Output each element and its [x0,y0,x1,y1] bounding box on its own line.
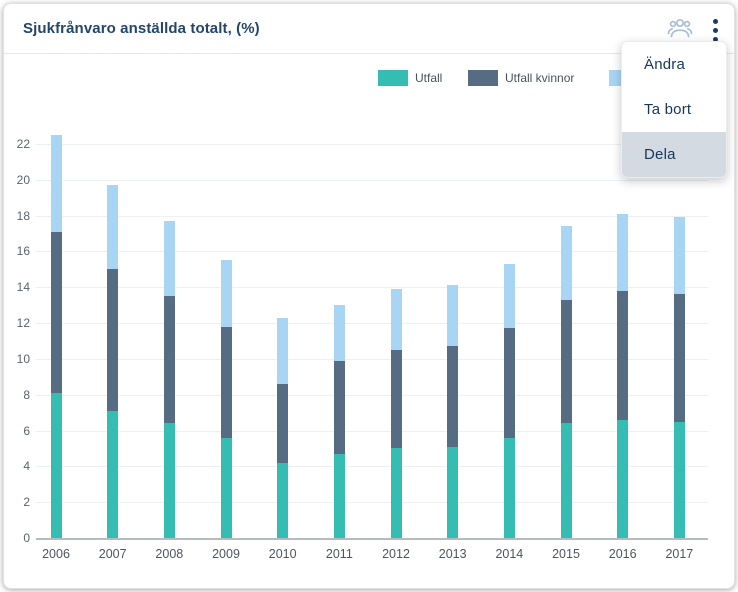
x-axis-label-2016: 2016 [608,547,637,561]
y-axis-label-6: 6 [23,423,30,438]
bar-2006-utfall[interactable] [50,392,62,538]
bar-2012-series3[interactable] [390,289,402,350]
context-menu: Ändra Ta bort Dela [621,41,727,178]
bar-2016-utfall[interactable] [617,419,629,538]
x-axis-label-2008: 2008 [155,547,184,561]
bar-2011-utfall[interactable] [333,453,345,538]
legend-swatch-1 [378,70,408,86]
gridline-12 [36,323,708,325]
bar-2017-series3[interactable] [673,217,685,295]
gridline-6 [36,430,708,432]
bar-2014-utfall-kvinnor[interactable] [503,328,515,438]
bar-2007-utfall-kvinnor[interactable] [107,269,119,411]
bar-2007-utfall[interactable] [107,410,119,538]
y-axis-label-12: 12 [16,316,30,331]
menu-item-dela[interactable]: Dela [622,132,726,177]
bar-2009-utfall[interactable] [220,437,232,538]
x-axis-label-2011: 2011 [325,547,353,561]
y-axis-label-4: 4 [23,459,30,474]
legend-item-utfall-kvinnor[interactable]: Utfall kvinnor [468,70,574,86]
bar-2008-utfall-kvinnor[interactable] [163,296,175,424]
gridline-4 [36,466,708,468]
card-header: Sjukfrånvaro anställda totalt, (%) [4,4,734,54]
bar-2017-utfall[interactable] [673,421,685,538]
gridline-22 [36,144,708,145]
gridline-14 [36,287,708,289]
group-icon[interactable] [666,17,694,41]
legend-item-utfall[interactable]: Utfall [378,70,442,86]
bar-2006-utfall-kvinnor[interactable] [50,231,62,393]
bar-2007-series3[interactable] [107,185,119,270]
bar-2011-utfall-kvinnor[interactable] [333,360,345,454]
chart-legend: Utfall Utfall kvinnor [4,68,734,90]
chart-title: Sjukfrånvaro anställda totalt, (%) [23,20,260,37]
x-axis-label-2007: 2007 [98,547,127,561]
bar-2015-series3[interactable] [560,226,572,300]
bar-2006-series3[interactable] [50,135,62,232]
bar-2012-utfall[interactable] [390,448,402,538]
bar-2010-utfall[interactable] [277,462,289,538]
gridline-16 [36,251,708,253]
chart-plot-area: 0 2 4 6 8 10 12 14 16 18 20 22 2006 2007 2008 2009 2010 2… [4,4,734,588]
bar-2013-utfall-kvinnor[interactable] [447,346,459,447]
bar-2013-series3[interactable] [447,285,459,347]
x-axis-label-2006: 2006 [42,547,70,561]
x-axis-label-2010: 2010 [268,547,297,561]
gridline-18 [36,215,708,217]
gridline-20 [36,179,708,181]
bar-2010-series3[interactable] [277,317,289,384]
y-axis-label-18: 18 [16,208,30,223]
legend-label-1: Utfall [415,71,443,85]
bar-2015-utfall[interactable] [560,423,572,538]
x-axis-label-2015: 2015 [552,547,580,561]
bar-2008-series3[interactable] [163,221,175,297]
bar-2010-utfall-kvinnor[interactable] [277,383,289,463]
x-axis-label-2013: 2013 [438,547,467,561]
bar-2012-utfall-kvinnor[interactable] [390,349,402,449]
y-axis-label-16: 16 [16,244,30,259]
bar-2009-series3[interactable] [220,260,232,327]
y-axis-label-10: 10 [16,351,30,366]
bar-2013-utfall[interactable] [447,446,459,538]
x-axis-label-2017: 2017 [665,547,694,561]
bar-2008-utfall[interactable] [163,423,175,538]
kebab-menu-icon[interactable] [708,16,722,44]
bar-2016-utfall-kvinnor[interactable] [617,290,629,420]
bar-2016-series3[interactable] [617,213,629,291]
bar-2011-series3[interactable] [333,305,345,361]
legend-label-2: Utfall kvinnor [505,71,575,85]
bar-2017-utfall-kvinnor[interactable] [673,294,685,422]
bar-2014-series3[interactable] [503,263,515,329]
x-axis-label-2014: 2014 [495,547,524,561]
y-axis-label-2: 2 [23,495,30,510]
gridline-2 [36,502,708,504]
x-axis-label-2012: 2012 [382,547,410,561]
menu-item-ta-bort[interactable]: Ta bort [644,101,692,118]
y-axis-label-22: 22 [16,137,30,151]
menu-item-ändra[interactable]: Ändra [644,56,686,73]
legend-swatch-2 [468,70,498,86]
gridline-10 [36,358,708,360]
y-axis-label-0: 0 [23,531,30,545]
chart-card: Sjukfrånvaro anställda totalt, (%) Utfal… [3,3,735,589]
bar-2014-utfall[interactable] [503,437,515,538]
y-axis-label-14: 14 [16,280,30,295]
gridline-8 [36,394,708,396]
y-axis-label-8: 8 [23,387,30,402]
x-axis-label-2009: 2009 [212,547,240,561]
bar-2015-utfall-kvinnor[interactable] [560,299,572,424]
y-axis-label-20: 20 [16,172,30,187]
x-axis-line [36,538,708,540]
bar-2009-utfall-kvinnor[interactable] [220,326,232,438]
